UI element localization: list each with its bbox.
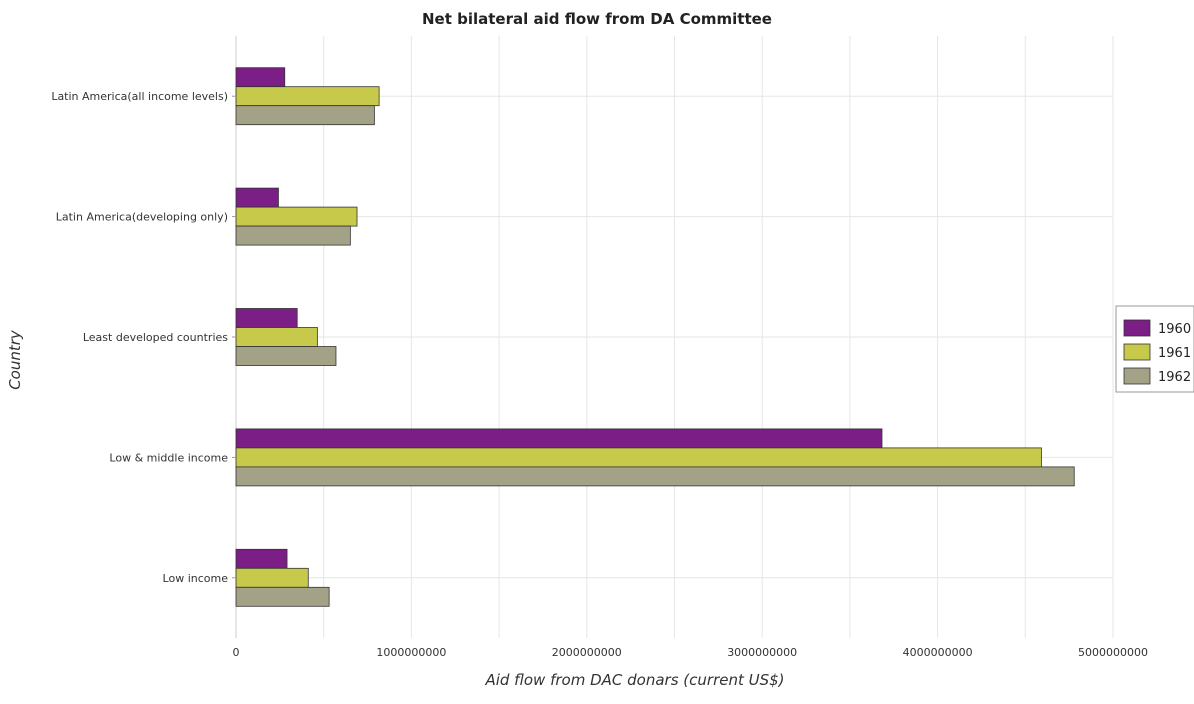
x-tick-label: 3000000000 (727, 646, 797, 659)
legend: 1960 1961 1962 (1115, 305, 1194, 393)
legend-swatch (1123, 319, 1151, 337)
bar-1960 (235, 187, 279, 208)
y-tick-label: Low income (163, 572, 229, 585)
x-tick-label: 4000000000 (903, 646, 973, 659)
chart-title: Net bilateral aid flow from DA Committee (422, 10, 772, 28)
bars (235, 67, 1075, 607)
legend-label: 1961 (1158, 346, 1191, 361)
y-tick-label: Low & middle income (109, 451, 228, 464)
legend-swatch (1123, 343, 1151, 361)
x-tick-label: 5000000000 (1078, 646, 1148, 659)
x-axis-ticks: 0 1000000000 2000000000 3000000000 400000000… (233, 646, 1149, 659)
bar-1961 (235, 447, 1042, 468)
x-axis-title: Aid flow from DAC donars (current US$) (484, 671, 784, 689)
bar-1960 (235, 428, 883, 449)
bar-1962 (235, 105, 375, 126)
legend-label: 1960 (1158, 322, 1191, 337)
bar-1960 (235, 548, 288, 569)
y-tick-label: Latin America(developing only) (56, 211, 228, 224)
bar-1962 (235, 466, 1075, 487)
x-tick-label: 1000000000 (376, 646, 446, 659)
y-tick-label: Latin America(all income levels) (51, 90, 228, 103)
x-tick-label: 2000000000 (552, 646, 622, 659)
bar-1961 (235, 567, 309, 588)
y-tick-label: Least developed countries (83, 331, 228, 344)
grid (235, 36, 1114, 638)
y-axis-title: Country (6, 329, 24, 390)
bar-1961 (235, 86, 380, 107)
bar-1962 (235, 225, 351, 246)
x-tick-label: 0 (233, 646, 240, 659)
bar-1961 (235, 206, 358, 227)
y-axis-ticks: Latin America(all income levels) Latin Am… (51, 90, 236, 585)
bar-1962 (235, 346, 337, 366)
bar-1960 (235, 67, 286, 88)
bar-1962 (235, 586, 330, 607)
legend-swatch (1123, 367, 1151, 385)
bar-1960 (235, 308, 298, 328)
legend-label: 1962 (1158, 370, 1191, 385)
bar-1961 (235, 327, 318, 347)
